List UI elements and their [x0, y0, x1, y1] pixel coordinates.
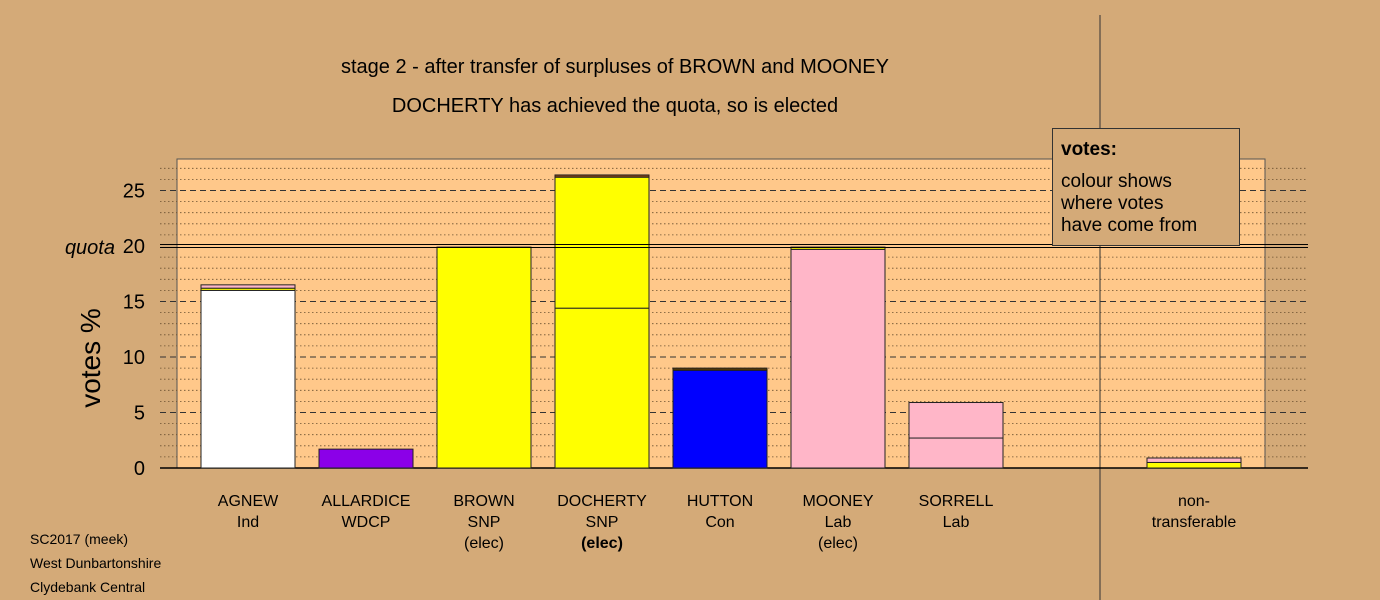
candidate-party-label: SNP — [586, 514, 619, 531]
bar-segment — [908, 402, 1004, 439]
candidate-party-label: Lab — [825, 514, 852, 531]
y-tick-label: 0 — [134, 458, 145, 480]
candidate-status-label: (elec) — [464, 535, 504, 552]
candidate-party-label: Ind — [237, 514, 259, 531]
candidate-party-label: WDCP — [342, 514, 391, 531]
candidate-name-label: DOCHERTY — [557, 493, 647, 510]
candidate-party-label: SNP — [468, 514, 501, 531]
footer-council: West Dunbartonshire — [30, 555, 162, 571]
candidate-name-label: ALLARDICE — [322, 493, 411, 510]
bar-segment — [554, 176, 650, 309]
candidate-party-label: Con — [705, 514, 734, 531]
footer-election: SC2017 (meek) — [30, 531, 129, 547]
bar-segment — [200, 284, 296, 289]
candidate-name-label: MOONEY — [802, 493, 873, 510]
candidate-status-label: (elec) — [581, 535, 623, 552]
y-tick-label: 15 — [123, 292, 145, 314]
legend-line: have come from — [1061, 215, 1198, 236]
bar-segment — [200, 289, 296, 469]
bar-segment — [790, 248, 886, 469]
bar-segment — [672, 369, 768, 469]
candidate-name-label: SORRELL — [919, 493, 994, 510]
bar-segment — [318, 448, 414, 469]
nontransferable-bar-segment — [1146, 457, 1242, 463]
legend: votes: colour shows where votes have com… — [1052, 128, 1240, 246]
candidate-name-label: AGNEW — [218, 493, 279, 510]
legend-line: where votes — [1061, 193, 1164, 214]
nontransferable-label: non- — [1178, 493, 1210, 510]
y-axis-label: votes % — [75, 308, 106, 408]
nontransferable-bar-segment — [1146, 461, 1242, 469]
legend-title: votes: — [1061, 139, 1117, 160]
nontransferable-label: transferable — [1152, 514, 1237, 531]
y-tick-label: 10 — [123, 347, 145, 369]
y-tick-label: 5 — [134, 403, 145, 425]
bar-segment — [436, 246, 532, 469]
candidate-name-label: BROWN — [453, 493, 514, 510]
y-tick-label: 20 — [123, 236, 145, 258]
bar-segment — [908, 437, 1004, 469]
candidate-status-label: (elec) — [818, 535, 858, 552]
candidate-party-label: Lab — [943, 514, 970, 531]
candidate-name-label: HUTTON — [687, 493, 753, 510]
bar-segment — [554, 307, 650, 469]
footer-ward: Clydebank Central — [30, 579, 146, 595]
chart-subtitle: DOCHERTY has achieved the quota, so is e… — [392, 95, 838, 117]
chart-title: stage 2 - after transfer of surpluses of… — [341, 56, 889, 78]
bar-segment — [672, 367, 768, 371]
bar-segment — [554, 174, 650, 178]
y-tick-label: 25 — [123, 181, 145, 203]
quota-label: quota — [65, 237, 115, 259]
legend-line: colour shows — [1061, 171, 1172, 192]
